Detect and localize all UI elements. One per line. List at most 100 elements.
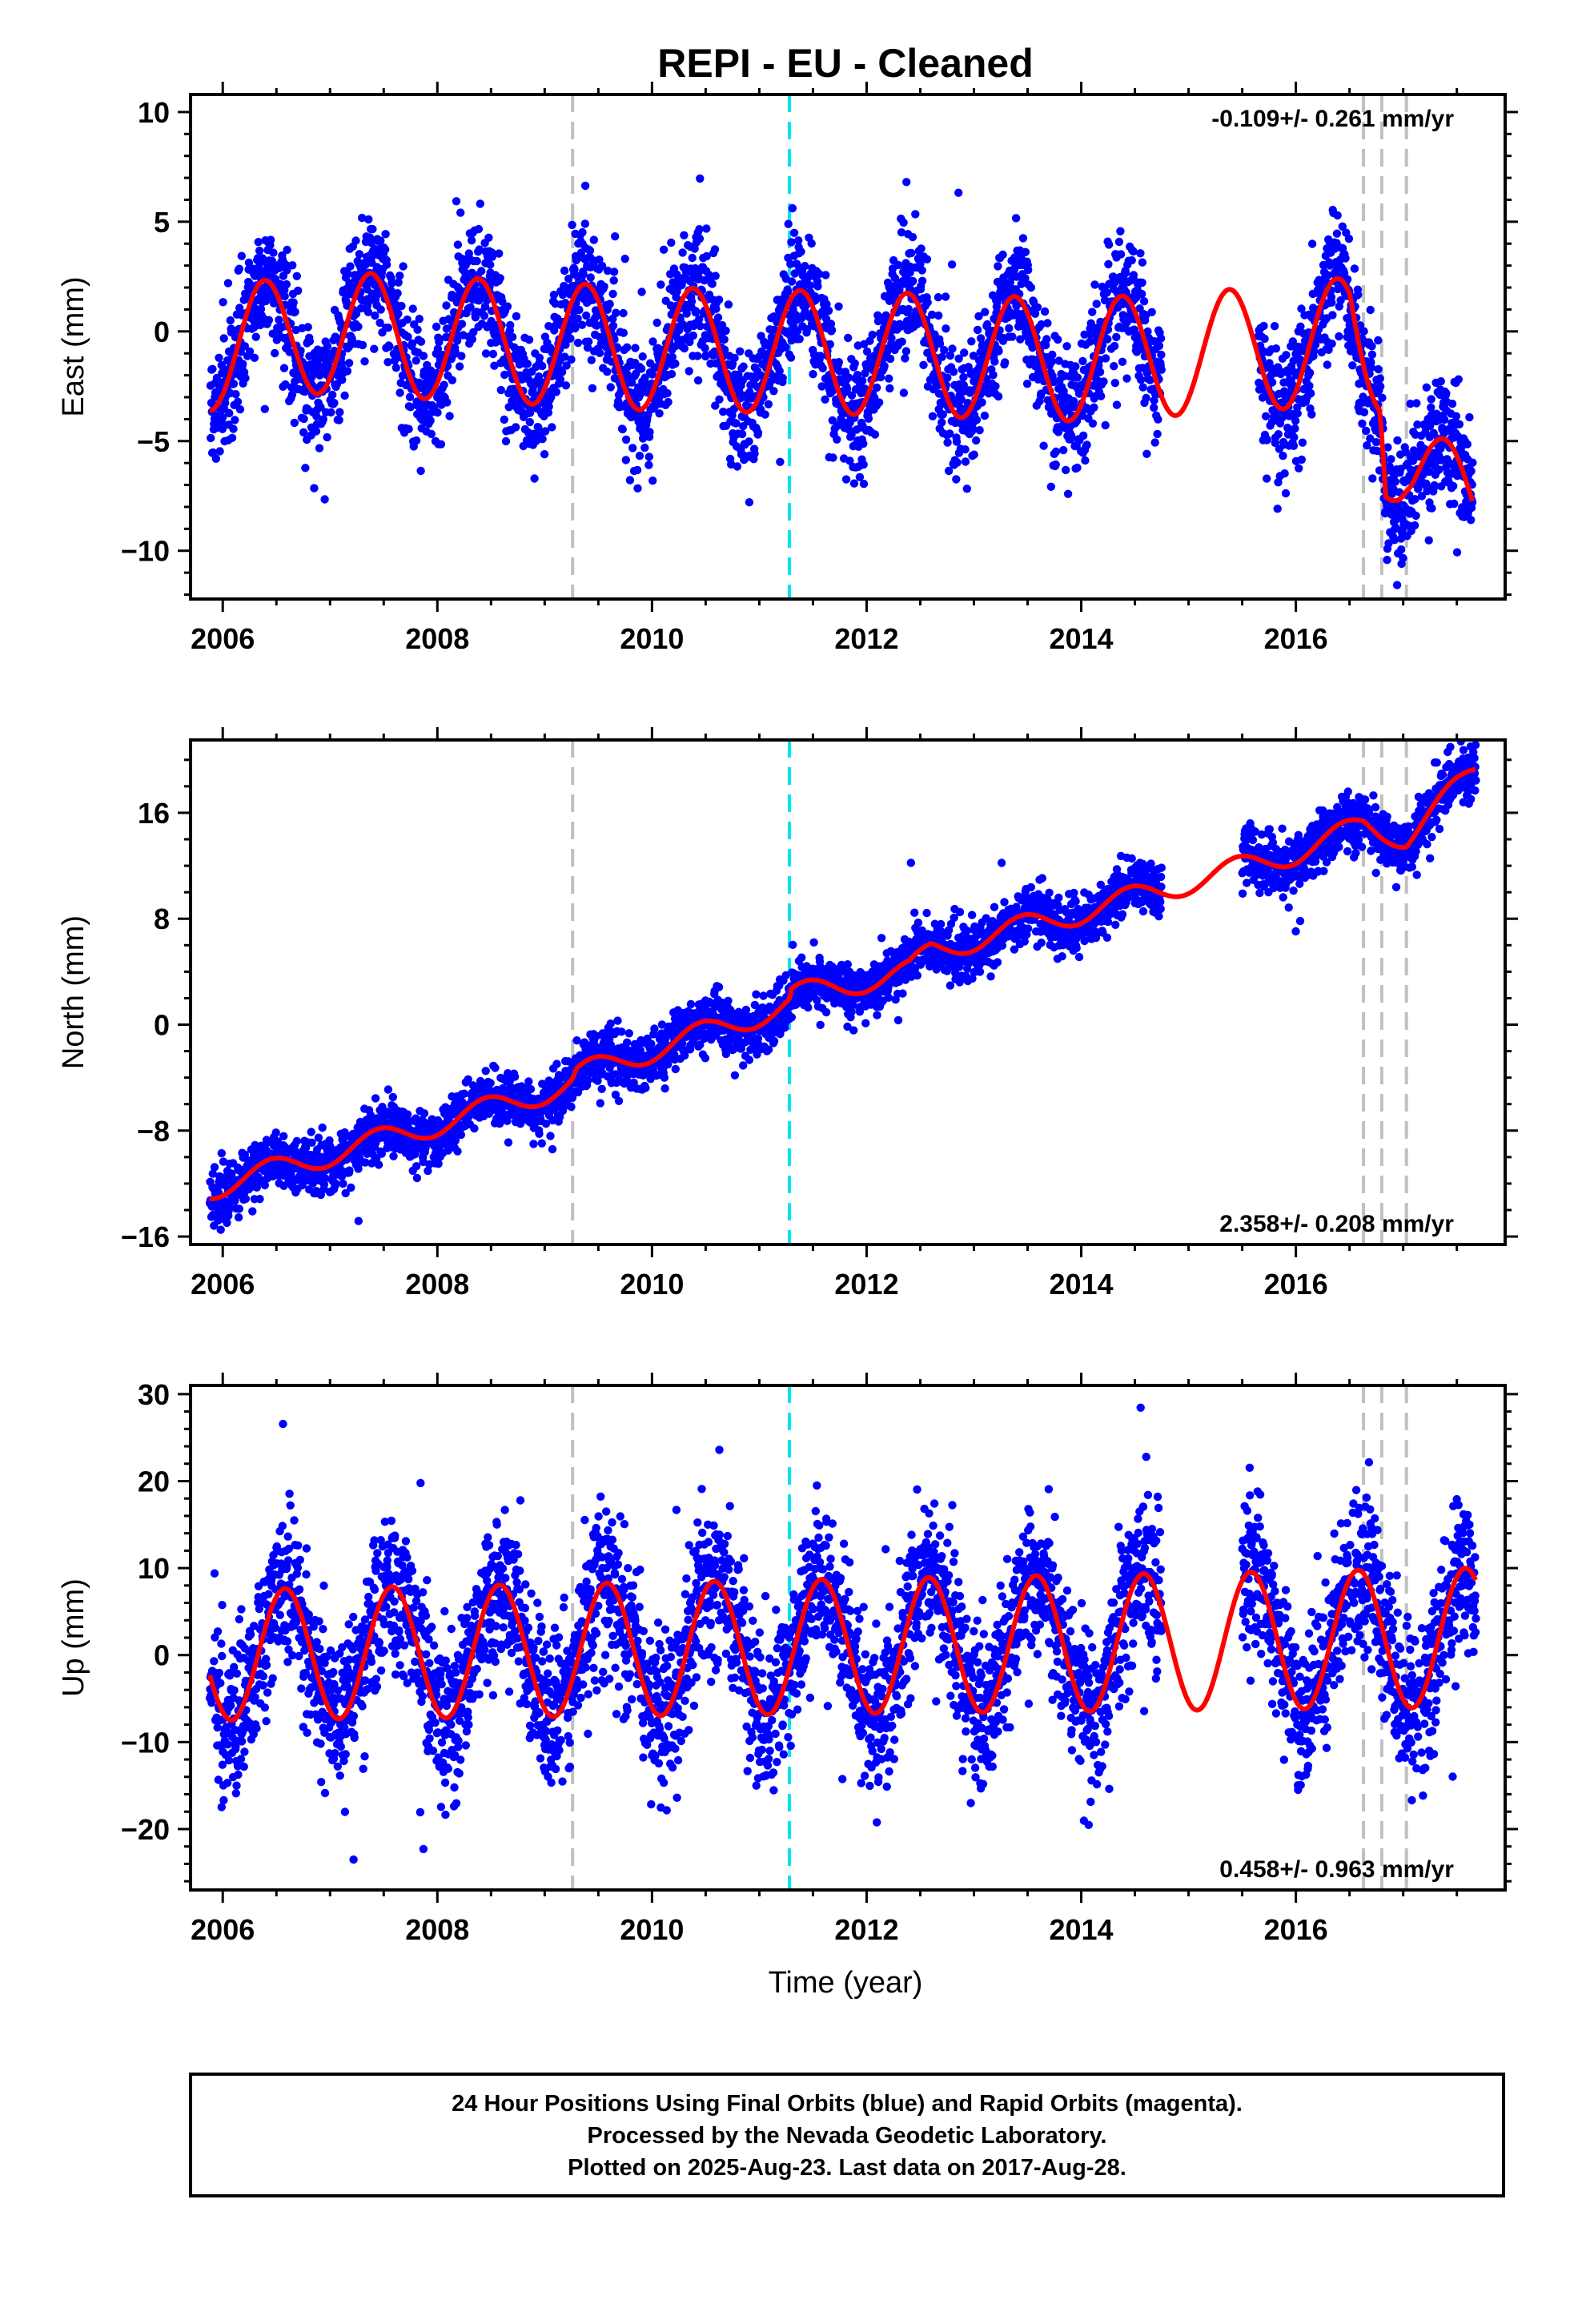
east-data-point xyxy=(496,274,504,283)
east-data-point xyxy=(1039,441,1048,450)
east-data-point xyxy=(561,381,571,390)
east-y-tick-label: 10 xyxy=(138,96,170,129)
east-data-point xyxy=(721,326,730,336)
east-data-point xyxy=(1082,440,1091,449)
north-data-point xyxy=(263,1138,271,1148)
east-data-point xyxy=(547,392,556,402)
east-data-point xyxy=(938,410,948,419)
east-data-point xyxy=(720,345,729,354)
east-y-tick-label: 0 xyxy=(154,316,170,348)
east-data-point xyxy=(1281,489,1291,498)
east-data-point xyxy=(1307,410,1316,419)
east-data-point xyxy=(490,361,499,370)
east-data-point xyxy=(469,328,478,336)
east-data-point xyxy=(1110,362,1118,371)
east-data-point xyxy=(1295,464,1303,472)
east-data-point xyxy=(620,255,629,263)
east-data-point xyxy=(481,349,491,358)
east-data-point xyxy=(638,352,647,361)
east-data-point xyxy=(335,416,343,424)
east-data-point xyxy=(623,343,632,352)
north-data-point xyxy=(255,1195,264,1204)
north-data-point xyxy=(298,1180,307,1190)
east-data-point xyxy=(969,352,978,360)
east-data-point xyxy=(452,336,462,345)
north-data-point xyxy=(248,1207,257,1216)
east-data-point xyxy=(239,360,247,368)
east-data-point xyxy=(908,232,917,242)
east-data-point xyxy=(455,362,464,371)
east-data-point xyxy=(887,334,896,343)
east-data-point xyxy=(640,373,649,382)
east-data-point xyxy=(807,239,816,248)
east-data-point xyxy=(468,335,476,344)
east-data-point xyxy=(1138,278,1146,287)
east-data-point xyxy=(728,411,737,420)
east-data-point xyxy=(691,307,701,316)
east-data-point xyxy=(301,464,310,472)
east-data-point xyxy=(1026,283,1036,292)
east-data-point xyxy=(1156,334,1166,343)
east-rate-label: -0.109+/- 0.261 mm/yr xyxy=(1211,106,1454,132)
east-data-point xyxy=(934,293,943,302)
east-data-point xyxy=(1279,452,1287,460)
east-data-point xyxy=(702,224,711,233)
east-data-point xyxy=(524,336,534,344)
east-data-point xyxy=(1104,240,1114,249)
east-data-point xyxy=(552,388,560,396)
east-data-point xyxy=(416,337,426,346)
east-data-point xyxy=(1101,420,1110,430)
east-data-point xyxy=(566,334,575,343)
east-data-point xyxy=(905,268,914,277)
east-data-point xyxy=(834,358,844,367)
east-data-point xyxy=(219,298,227,307)
east-data-point xyxy=(724,300,733,309)
east-data-point xyxy=(399,262,408,271)
east-data-point xyxy=(880,361,889,371)
east-data-point xyxy=(870,430,880,439)
east-data-point xyxy=(632,465,642,475)
east-data-point xyxy=(335,408,344,416)
east-data-point xyxy=(1063,489,1073,498)
east-data-point xyxy=(667,369,677,379)
east-data-point xyxy=(822,300,831,308)
east-data-point xyxy=(1374,336,1383,345)
east-data-point xyxy=(368,224,377,234)
east-data-point xyxy=(1157,365,1166,374)
east-data-point xyxy=(512,312,521,321)
east-x-tick-label: 2006 xyxy=(191,622,255,655)
east-data-point xyxy=(587,356,596,364)
east-data-point xyxy=(612,308,620,317)
east-data-point xyxy=(1116,227,1125,235)
east-data-point xyxy=(343,367,352,376)
east-data-point xyxy=(786,259,795,268)
east-data-point xyxy=(606,383,615,392)
east-data-point xyxy=(957,395,966,404)
east-data-point xyxy=(506,320,515,330)
east-data-point xyxy=(976,334,986,343)
east-data-point xyxy=(701,344,709,352)
east-plot-area xyxy=(206,94,1477,599)
east-data-point xyxy=(396,271,404,280)
east-data-point xyxy=(844,333,853,343)
east-data-point xyxy=(1397,545,1406,554)
east-data-point xyxy=(1427,504,1436,513)
east-data-point xyxy=(850,359,859,368)
east-data-point xyxy=(952,437,962,446)
east-data-point xyxy=(961,457,970,466)
north-data-point xyxy=(271,1128,280,1137)
east-data-point xyxy=(745,437,753,446)
east-data-point xyxy=(1112,400,1122,409)
north-data-point xyxy=(453,1147,462,1156)
east-data-point xyxy=(1046,482,1056,491)
east-data-point xyxy=(221,399,230,408)
east-data-point xyxy=(1335,332,1343,341)
east-data-point xyxy=(1327,340,1336,348)
east-data-point xyxy=(1422,479,1431,489)
east-data-point xyxy=(928,310,937,320)
east-data-point xyxy=(343,269,352,279)
east-data-point xyxy=(975,426,984,435)
east-data-point xyxy=(1011,214,1021,223)
north-data-point xyxy=(486,1079,495,1088)
east-data-point xyxy=(954,188,963,197)
